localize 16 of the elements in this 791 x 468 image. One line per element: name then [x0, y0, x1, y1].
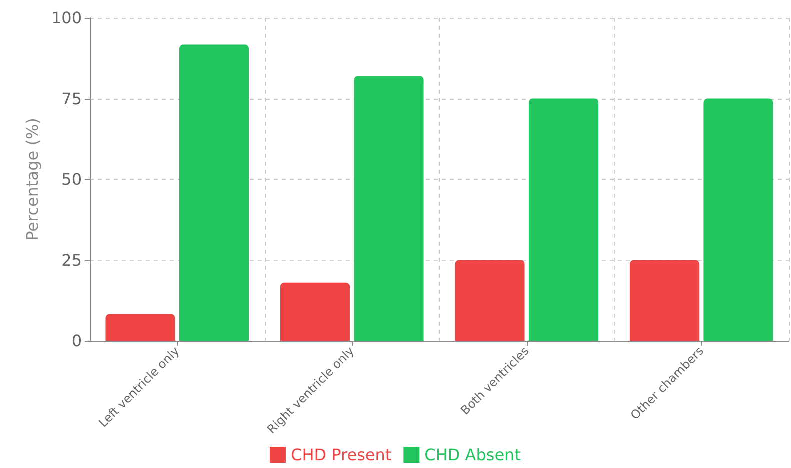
- bar: [354, 76, 424, 341]
- bar: [528, 98, 599, 341]
- bar: [704, 98, 774, 341]
- bar: [106, 314, 176, 341]
- y-tick-label: 100: [51, 8, 82, 28]
- y-tick-label: 25: [62, 250, 82, 270]
- legend-label: CHD Present: [291, 446, 392, 464]
- bar: [179, 44, 250, 341]
- bar: [630, 260, 700, 341]
- bar: [280, 282, 350, 341]
- legend-label: CHD Absent: [424, 446, 521, 464]
- y-axis-title: Percentage (%): [23, 118, 42, 241]
- bar: [455, 260, 525, 341]
- y-tick-label: 50: [62, 170, 82, 189]
- y-tick-label: 75: [62, 89, 82, 108]
- y-tick-label: 0: [72, 332, 82, 350]
